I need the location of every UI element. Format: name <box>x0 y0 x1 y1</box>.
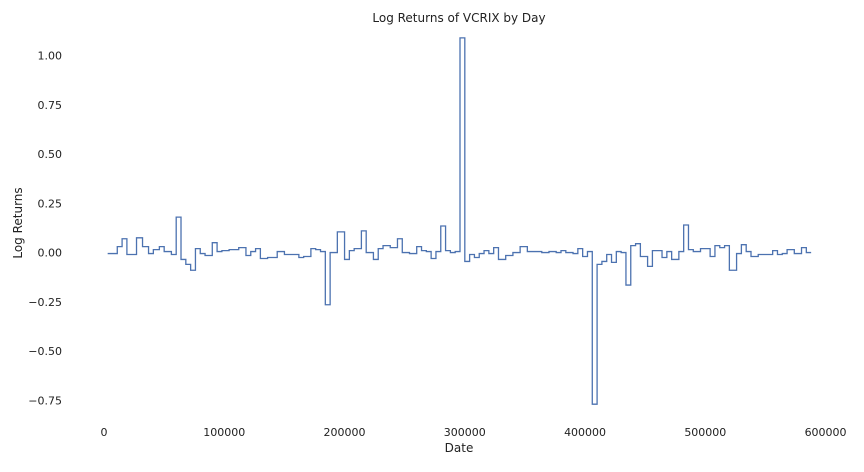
x-tick-label: 400000 <box>564 426 606 439</box>
y-tick-label: 0.25 <box>38 197 63 210</box>
y-tick-label: 0.50 <box>38 148 63 161</box>
y-tick-label: 0.00 <box>38 247 63 260</box>
x-tick-label: 600000 <box>805 426 847 439</box>
x-tick-label: 300000 <box>444 426 486 439</box>
y-tick-label: −0.75 <box>28 394 62 407</box>
x-tick-label: 100000 <box>203 426 245 439</box>
y-tick-label: −0.25 <box>28 296 62 309</box>
x-tick-label: 0 <box>101 426 108 439</box>
log-returns-series-line <box>107 37 812 405</box>
y-tick-label: −0.50 <box>28 345 62 358</box>
y-axis-label: Log Returns <box>11 187 25 258</box>
y-tick-label: 1.00 <box>38 50 63 63</box>
y-tick-label: 0.75 <box>38 99 63 112</box>
y-axis-tick-labels: 1.00 0.75 0.50 0.25 0.00 −0.25 −0.50 −0.75 <box>28 50 62 408</box>
x-tick-label: 200000 <box>324 426 366 439</box>
chart-title: Log Returns of VCRIX by Day <box>372 11 545 25</box>
x-axis-label: Date <box>445 441 474 455</box>
x-axis-tick-labels: 0 100000 200000 300000 400000 500000 600000 <box>101 426 847 439</box>
x-tick-label: 500000 <box>684 426 726 439</box>
